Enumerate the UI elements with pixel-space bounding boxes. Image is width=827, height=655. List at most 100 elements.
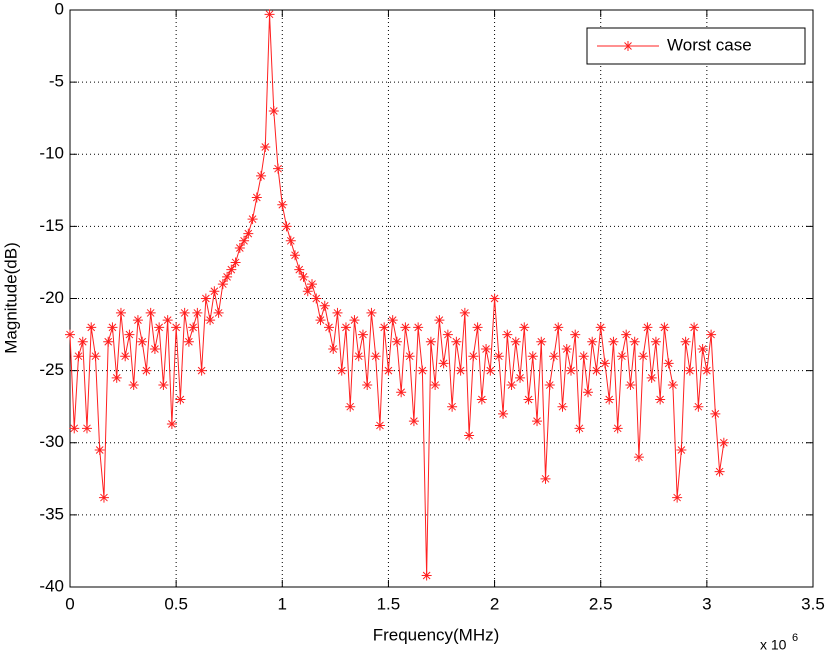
data-point	[408, 416, 419, 427]
data-point	[302, 286, 313, 297]
data-point	[417, 365, 428, 376]
data-point	[200, 293, 211, 304]
data-point	[311, 293, 322, 304]
y-tick-label: -35	[39, 504, 64, 523]
data-point	[485, 365, 496, 376]
data-point	[379, 322, 390, 333]
data-point	[549, 351, 560, 362]
data-point	[553, 322, 564, 333]
data-point	[676, 444, 687, 455]
data-point	[353, 351, 364, 362]
data-point	[188, 322, 199, 333]
data-point	[115, 307, 126, 318]
data-point	[166, 418, 177, 429]
data-point	[612, 423, 623, 434]
y-tick-label: -5	[49, 72, 64, 91]
x-tick-label: 1	[278, 594, 287, 613]
data-point	[217, 279, 228, 290]
data-point	[179, 307, 190, 318]
data-point	[502, 329, 513, 340]
data-point	[323, 322, 334, 333]
x-axis-label: Frequency(MHz)	[373, 625, 500, 644]
data-point	[69, 423, 80, 434]
data-point	[366, 307, 377, 318]
data-point	[145, 307, 156, 318]
data-point	[464, 430, 475, 441]
x-tick-label: 1.5	[377, 594, 401, 613]
data-point	[476, 394, 487, 405]
data-point	[86, 322, 97, 333]
data-point	[621, 329, 632, 340]
data-point	[447, 401, 458, 412]
data-point	[340, 322, 351, 333]
data-point	[515, 372, 526, 383]
data-point	[370, 351, 381, 362]
data-point	[183, 336, 194, 347]
data-point	[285, 235, 296, 246]
data-point	[527, 351, 538, 362]
data-point	[404, 351, 415, 362]
y-tick-label: -20	[39, 288, 64, 307]
data-point	[149, 343, 160, 354]
data-point	[608, 336, 619, 347]
data-point	[710, 408, 721, 419]
data-point	[451, 336, 462, 347]
y-tick-label: 0	[55, 0, 64, 18]
data-point	[77, 336, 88, 347]
data-point	[697, 343, 708, 354]
data-point	[111, 372, 122, 383]
data-point	[336, 365, 347, 376]
data-point	[442, 329, 453, 340]
data-point	[332, 307, 343, 318]
data-point	[650, 336, 661, 347]
data-point	[438, 358, 449, 369]
data-point	[532, 416, 543, 427]
data-point	[604, 394, 615, 405]
data-point	[349, 315, 360, 326]
data-point	[595, 322, 606, 333]
data-point	[655, 394, 666, 405]
x-scale-exponent: 6	[792, 632, 798, 644]
data-point	[290, 250, 301, 261]
data-point	[616, 351, 627, 362]
data-point	[65, 329, 75, 340]
data-point	[315, 315, 326, 326]
data-point	[277, 199, 288, 210]
data-point	[124, 329, 135, 340]
data-point	[714, 466, 725, 477]
data-point	[196, 365, 207, 376]
data-point	[396, 387, 407, 398]
data-point	[506, 380, 517, 391]
data-point	[672, 492, 683, 503]
data-point	[192, 307, 203, 318]
data-point	[383, 365, 394, 376]
data-point	[362, 380, 373, 391]
data-point	[90, 351, 101, 362]
data-point	[391, 336, 402, 347]
plot-area	[70, 10, 813, 587]
y-axis-label: Magnitude(dB)	[1, 242, 20, 354]
data-point	[319, 300, 330, 311]
x-tick-label: 2.5	[589, 594, 613, 613]
data-point	[213, 307, 224, 318]
data-point	[107, 322, 118, 333]
data-point	[357, 329, 368, 340]
data-point	[642, 322, 653, 333]
data-point	[638, 351, 649, 362]
data-point	[345, 401, 356, 412]
x-tick-label: 0.5	[164, 594, 188, 613]
data-point	[94, 444, 105, 455]
data-point	[162, 315, 173, 326]
data-point	[260, 142, 271, 153]
data-point	[209, 286, 220, 297]
data-point	[421, 570, 432, 581]
data-point	[128, 380, 139, 391]
data-point	[120, 351, 131, 362]
data-point	[298, 271, 309, 282]
data-point	[684, 365, 695, 376]
data-point	[519, 322, 530, 333]
data-point	[468, 351, 479, 362]
data-point	[574, 423, 585, 434]
x-scale-base: x 10	[760, 637, 787, 653]
